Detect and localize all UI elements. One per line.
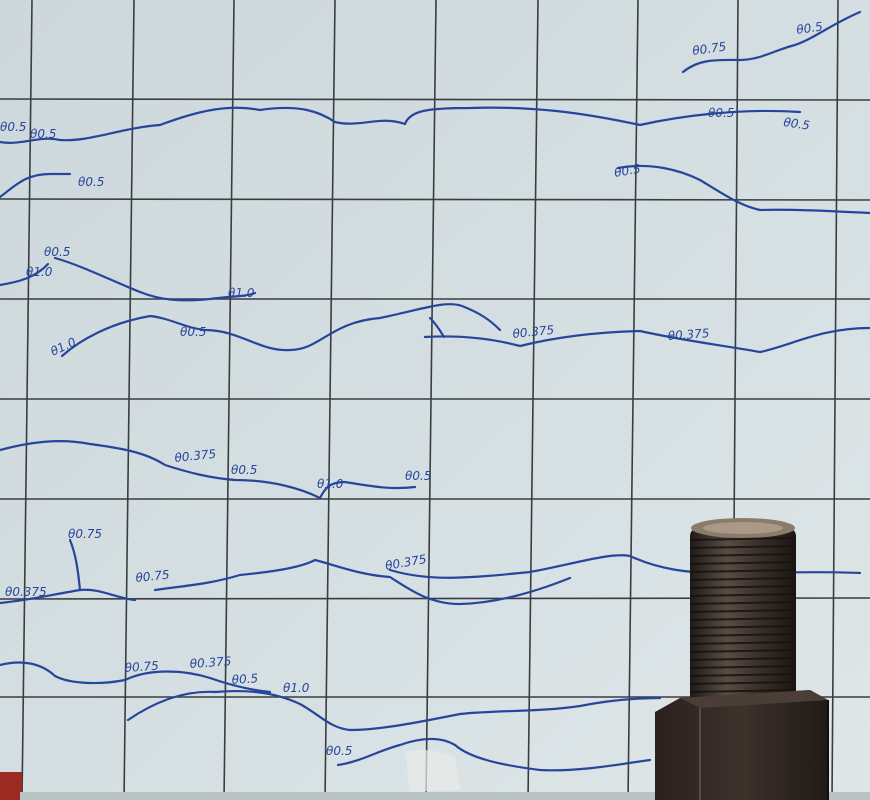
- red-marker-block: [0, 772, 22, 800]
- crack-mark: θ0.5: [708, 106, 734, 120]
- crack-mark: θ1.0: [317, 477, 344, 491]
- floor-edge: [20, 792, 870, 800]
- crack-mark: θ0.75: [691, 39, 727, 58]
- crack-mark: θ0.5: [405, 469, 431, 483]
- crack-mark: θ1.0: [26, 265, 53, 279]
- crack-mark: θ0.375: [667, 326, 710, 343]
- crack-mark: θ0.375: [189, 654, 232, 671]
- crack-mark: θ0.5: [795, 19, 823, 37]
- crack-mark: θ0.375: [5, 585, 47, 599]
- crack-mark: θ0.375: [512, 323, 555, 341]
- crack-mark: θ0.75: [135, 567, 170, 584]
- crack-mark: θ0.5: [30, 127, 56, 141]
- crack-width-marks: θ0.5 θ0.5 θ0.5 θ0.75 θ0.5 θ0.5 θ0.5 θ0.5…: [0, 19, 824, 758]
- crack-mark: θ0.5: [78, 175, 104, 189]
- crack-mark: θ0.5: [613, 162, 641, 180]
- crack-lines: [0, 10, 870, 772]
- crack-mark: θ0.5: [231, 463, 257, 477]
- crack-mark: θ0.5: [180, 325, 206, 339]
- crack-mark: θ0.5: [0, 120, 26, 134]
- spalled-patch: [405, 750, 460, 792]
- threaded-rod: [689, 518, 797, 718]
- crack-mark: θ1.0: [228, 286, 255, 300]
- crack-mark: θ0.375: [174, 447, 217, 465]
- crack-mark: θ0.5: [783, 115, 811, 133]
- crack-mark: θ0.75: [124, 659, 159, 675]
- crack-mark: θ0.5: [326, 744, 352, 758]
- crack-mark: θ0.75: [68, 527, 102, 541]
- crack-mark: θ1.0: [283, 681, 310, 695]
- hex-nut: [655, 690, 829, 800]
- crack-mark: θ0.5: [44, 245, 70, 259]
- crack-mark: θ0.5: [231, 671, 258, 687]
